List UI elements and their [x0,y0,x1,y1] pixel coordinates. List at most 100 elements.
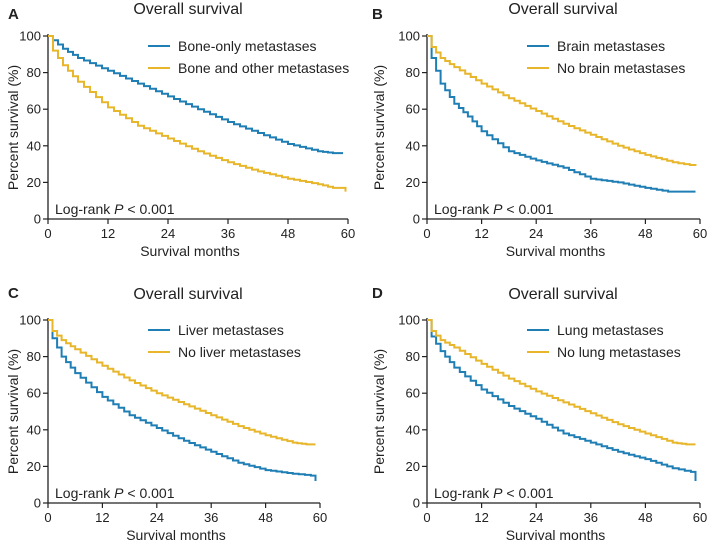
survival-curve-1 [427,35,696,193]
y-axis-label: Percent survival (%) [371,65,387,190]
x-axis-label: Survival months [506,243,606,259]
survival-curve-2 [48,35,347,192]
log-rank-annotation: Log-rank P < 0.001 [55,485,175,501]
x-tick-label: 36 [584,226,598,241]
chart-panel-c: C Overall survival 0 20 40 60 80 100 0 12 24 36 48 60… [5,285,327,543]
y-tick-label: 80 [406,349,420,364]
legend-label: No lung metastases [557,344,681,360]
legend-label: Brain metastases [557,38,665,54]
annotation-text: Log-rank [55,201,114,217]
x-tick-label: 36 [204,510,218,525]
chart-title: Overall survival [133,1,242,18]
x-tick-label: 12 [101,226,115,241]
y-tick-label: 100 [398,29,420,44]
annotation-text: Log-rank [434,485,493,501]
annotation-p: P [114,485,124,501]
x-tick-label: 12 [95,510,109,525]
y-tick-label: 60 [27,102,41,117]
y-tick-label: 40 [27,138,41,153]
x-tick-label: 48 [281,226,295,241]
y-tick-label: 100 [19,313,41,328]
log-rank-annotation: Log-rank P < 0.001 [434,201,554,217]
y-tick-label: 0 [34,496,41,511]
legend-label: Bone-only metastases [178,38,317,54]
chart-title: Overall survival [508,1,617,18]
chart-panel-a: A Overall survival 0 20 40 60 80 100 0 12 24 36 48 60… [5,1,355,259]
y-tick-label: 80 [27,65,41,80]
y-axis-label: Percent survival (%) [5,65,21,190]
annotation-p: P [493,485,503,501]
annotation-text: Log-rank [434,201,493,217]
x-tick-label: 48 [258,510,272,525]
y-tick-label: 100 [398,313,420,328]
y-axis-label: Percent survival (%) [5,349,21,474]
survival-curve-1 [427,319,697,481]
legend-label: No brain metastases [557,60,685,76]
chart-panel-d: D Overall survival 0 20 40 60 80 100 0 12 24 36 48 60… [371,285,707,543]
panel-letter: B [372,6,383,23]
y-tick-label: 20 [27,459,41,474]
x-axis-label: Survival months [506,527,606,543]
panel-letter: C [8,285,19,302]
y-tick-label: 60 [27,386,41,401]
y-tick-label: 40 [406,422,420,437]
legend-label: Lung metastases [557,322,664,338]
x-tick-label: 48 [638,510,652,525]
y-tick-label: 60 [406,102,420,117]
y-tick-label: 80 [27,349,41,364]
y-axis-label: Percent survival (%) [371,349,387,474]
panel-letter: D [372,285,383,302]
x-tick-label: 24 [529,510,543,525]
y-tick-label: 20 [406,459,420,474]
chart-panel-b: B Overall survival 0 20 40 60 80 100 0 12 24 36 48 60… [371,1,707,259]
annotation-p: P [114,201,124,217]
log-rank-annotation: Log-rank P < 0.001 [434,485,554,501]
x-tick-label: 60 [341,226,355,241]
annotation-value: < 0.001 [503,201,554,217]
survival-curve-1 [48,319,317,481]
y-tick-label: 0 [413,496,420,511]
x-tick-label: 60 [693,510,707,525]
annotation-p: P [493,201,503,217]
survival-curve-2 [48,319,316,446]
y-tick-label: 60 [406,386,420,401]
x-tick-label: 12 [474,510,488,525]
x-tick-label: 24 [150,510,164,525]
survival-curve-2 [427,35,697,166]
x-tick-label: 12 [474,226,488,241]
chart-title: Overall survival [508,286,617,303]
annotation-text: Log-rank [55,485,114,501]
x-tick-label: 0 [423,510,430,525]
panel-letter: A [8,6,19,23]
survival-curve-1 [48,35,343,155]
x-tick-label: 24 [529,226,543,241]
log-rank-annotation: Log-rank P < 0.001 [55,201,175,217]
x-tick-label: 36 [221,226,235,241]
x-tick-label: 60 [693,226,707,241]
survival-curve-2 [427,319,696,446]
x-tick-label: 48 [638,226,652,241]
y-tick-label: 40 [406,138,420,153]
annotation-value: < 0.001 [124,201,175,217]
y-tick-label: 20 [406,175,420,190]
y-tick-label: 80 [406,65,420,80]
y-tick-label: 40 [27,422,41,437]
y-tick-label: 100 [19,29,41,44]
x-tick-label: 0 [44,510,51,525]
y-tick-label: 0 [34,212,41,227]
legend-label: Liver metastases [178,322,284,338]
y-tick-label: 0 [413,212,420,227]
x-tick-label: 36 [584,510,598,525]
legend-label: No liver metastases [178,344,301,360]
x-tick-label: 0 [423,226,430,241]
annotation-value: < 0.001 [124,485,175,501]
y-tick-label: 20 [27,175,41,190]
x-tick-label: 0 [44,226,51,241]
legend-label: Bone and other metastases [178,60,349,76]
chart-title: Overall survival [133,286,242,303]
x-axis-label: Survival months [126,527,226,543]
x-tick-label: 24 [161,226,175,241]
x-tick-label: 60 [313,510,327,525]
annotation-value: < 0.001 [503,485,554,501]
